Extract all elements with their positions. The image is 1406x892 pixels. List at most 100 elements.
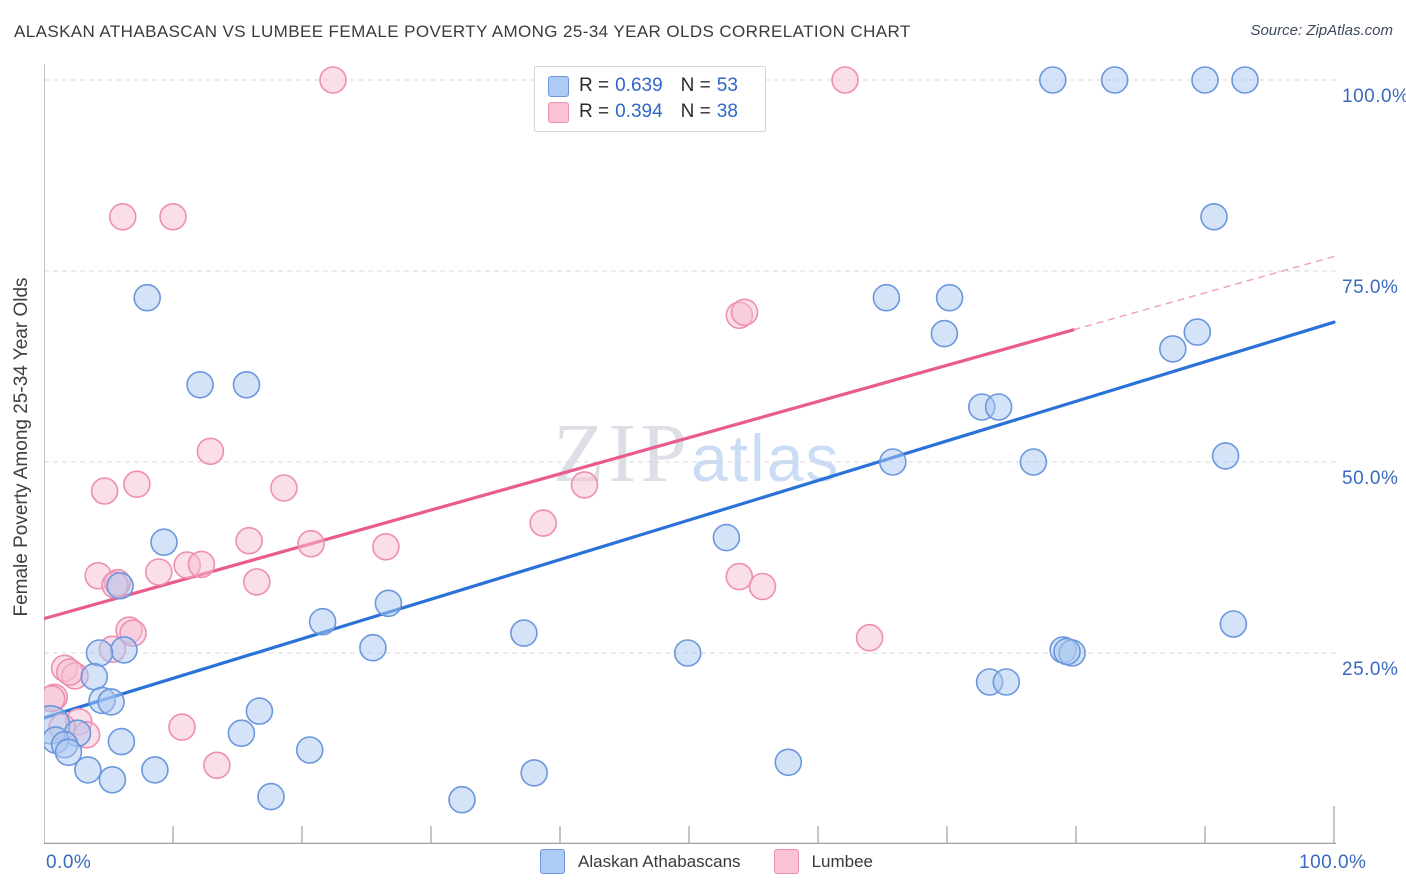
y-tick-label-25: 25.0% bbox=[1342, 659, 1399, 680]
blue-data-point[interactable] bbox=[133, 283, 161, 312]
scatter-chart[interactable] bbox=[44, 64, 1336, 844]
blue-data-point[interactable] bbox=[227, 719, 256, 748]
legend-box: R = 0.639 N = 53 R = 0.394 N = 38 bbox=[534, 66, 766, 132]
bottom-legend-pink[interactable]: Lumbee bbox=[773, 849, 873, 874]
blue-data-point[interactable] bbox=[448, 785, 476, 814]
pink-data-point[interactable] bbox=[55, 658, 84, 686]
pink-data-point[interactable] bbox=[725, 562, 754, 591]
blue-data-point[interactable] bbox=[110, 636, 138, 664]
pink-points-group bbox=[44, 66, 884, 780]
x-axis-max-label: 100.0% bbox=[1299, 852, 1367, 873]
pink-data-point[interactable] bbox=[570, 471, 599, 499]
pink-data-point[interactable] bbox=[270, 474, 298, 502]
blue-data-point[interactable] bbox=[510, 619, 538, 647]
legend-r-value: 0.394 bbox=[615, 101, 663, 122]
legend-row-blue[interactable]: R = 0.639 N = 53 bbox=[548, 73, 765, 99]
pink-data-point[interactable] bbox=[243, 568, 271, 596]
blue-data-point[interactable] bbox=[295, 736, 324, 764]
plot-area bbox=[44, 64, 1336, 844]
blue-data-point[interactable] bbox=[85, 639, 114, 667]
page-title: ALASKAN ATHABASCAN VS LUMBEE FEMALE POVE… bbox=[14, 22, 911, 41]
bottom-legend-blue[interactable]: Alaskan Athabascans bbox=[540, 849, 741, 874]
blue-data-point[interactable] bbox=[1038, 66, 1067, 94]
pink-data-point[interactable] bbox=[297, 529, 325, 558]
blue-data-point[interactable] bbox=[774, 748, 803, 777]
blue-data-point[interactable] bbox=[257, 782, 285, 811]
blue-data-point[interactable] bbox=[97, 688, 125, 716]
pink-data-point[interactable] bbox=[831, 66, 859, 94]
pink-series-swatch bbox=[548, 101, 569, 123]
blue-data-point[interactable] bbox=[992, 668, 1021, 696]
blue-data-point[interactable] bbox=[245, 697, 274, 725]
blue-data-point[interactable] bbox=[878, 448, 907, 476]
blue-data-point[interactable] bbox=[935, 283, 964, 312]
pink-data-point[interactable] bbox=[319, 66, 347, 94]
pink-series-label: Lumbee bbox=[811, 851, 873, 871]
blue-data-point[interactable] bbox=[1211, 442, 1240, 470]
blue-data-point[interactable] bbox=[232, 370, 261, 399]
blue-data-point[interactable] bbox=[150, 528, 178, 557]
pink-trend-line-extension bbox=[1073, 255, 1336, 331]
blue-data-point[interactable] bbox=[673, 639, 702, 667]
pink-data-point[interactable] bbox=[203, 751, 231, 780]
blue-data-point[interactable] bbox=[1019, 448, 1048, 476]
blue-data-point[interactable] bbox=[374, 589, 403, 618]
pink-data-point[interactable] bbox=[730, 298, 759, 327]
blue-trend-line[interactable] bbox=[44, 320, 1336, 720]
legend-n-value: 53 bbox=[716, 75, 738, 96]
legend-n-value: 38 bbox=[716, 101, 738, 122]
blue-data-point[interactable] bbox=[141, 756, 169, 784]
blue-data-point[interactable] bbox=[520, 759, 549, 787]
blue-data-point[interactable] bbox=[186, 370, 214, 399]
pink-data-point[interactable] bbox=[235, 526, 263, 555]
pink-data-point[interactable] bbox=[372, 532, 400, 561]
pink-data-point[interactable] bbox=[168, 713, 196, 741]
blue-data-point[interactable] bbox=[106, 571, 134, 600]
pink-data-point[interactable] bbox=[748, 572, 777, 601]
legend-r-value: 0.639 bbox=[615, 75, 663, 96]
blue-data-point[interactable] bbox=[107, 727, 136, 756]
blue-data-point[interactable] bbox=[1159, 335, 1187, 363]
bottom-legend: Alaskan Athabascans Lumbee bbox=[540, 849, 873, 874]
pink-data-point[interactable] bbox=[90, 477, 119, 505]
blue-data-point[interactable] bbox=[359, 633, 387, 662]
blue-data-point[interactable] bbox=[80, 662, 109, 691]
pink-data-point[interactable] bbox=[145, 558, 173, 586]
pink-data-point[interactable] bbox=[159, 203, 187, 231]
blue-points-group bbox=[44, 66, 1259, 814]
pink-data-point[interactable] bbox=[855, 623, 884, 652]
blue-data-point[interactable] bbox=[1053, 637, 1081, 666]
legend-row-pink[interactable]: R = 0.394 N = 38 bbox=[548, 99, 765, 125]
blue-data-point[interactable] bbox=[308, 607, 337, 636]
legend-n-label: N = bbox=[680, 75, 711, 96]
pink-data-point[interactable] bbox=[108, 203, 137, 231]
blue-series-swatch bbox=[548, 75, 569, 97]
pink-data-point[interactable] bbox=[529, 509, 558, 537]
blue-data-point[interactable] bbox=[872, 283, 901, 312]
pink-trend-line[interactable] bbox=[44, 328, 1076, 621]
blue-data-point[interactable] bbox=[98, 765, 127, 794]
blue-data-point[interactable] bbox=[54, 738, 83, 767]
blue-data-point[interactable] bbox=[1200, 203, 1228, 231]
blue-data-point[interactable] bbox=[1231, 66, 1259, 94]
blue-series-swatch bbox=[540, 849, 565, 874]
blue-data-point[interactable] bbox=[74, 756, 102, 784]
gridlines bbox=[44, 79, 1336, 654]
blue-data-point[interactable] bbox=[1191, 66, 1219, 94]
source-text: Source: ZipAtlas.com bbox=[1250, 22, 1393, 39]
pink-data-point[interactable] bbox=[196, 437, 225, 466]
y-axis-title: Female Poverty Among 25-34 Year Olds bbox=[11, 277, 32, 617]
blue-series-label: Alaskan Athabascans bbox=[578, 851, 741, 871]
blue-data-point[interactable] bbox=[1100, 66, 1129, 94]
legend-r-label: R = bbox=[579, 75, 610, 96]
blue-data-point[interactable] bbox=[930, 319, 959, 348]
y-tick-label-100: 100.0% bbox=[1342, 86, 1406, 107]
pink-data-point[interactable] bbox=[123, 470, 151, 499]
y-tick-label-75: 75.0% bbox=[1342, 277, 1399, 298]
pink-data-point[interactable] bbox=[187, 550, 216, 579]
blue-data-point[interactable] bbox=[1219, 610, 1248, 638]
blue-data-point[interactable] bbox=[1183, 318, 1212, 346]
blue-data-point[interactable] bbox=[984, 393, 1013, 421]
blue-data-point[interactable] bbox=[712, 523, 741, 552]
